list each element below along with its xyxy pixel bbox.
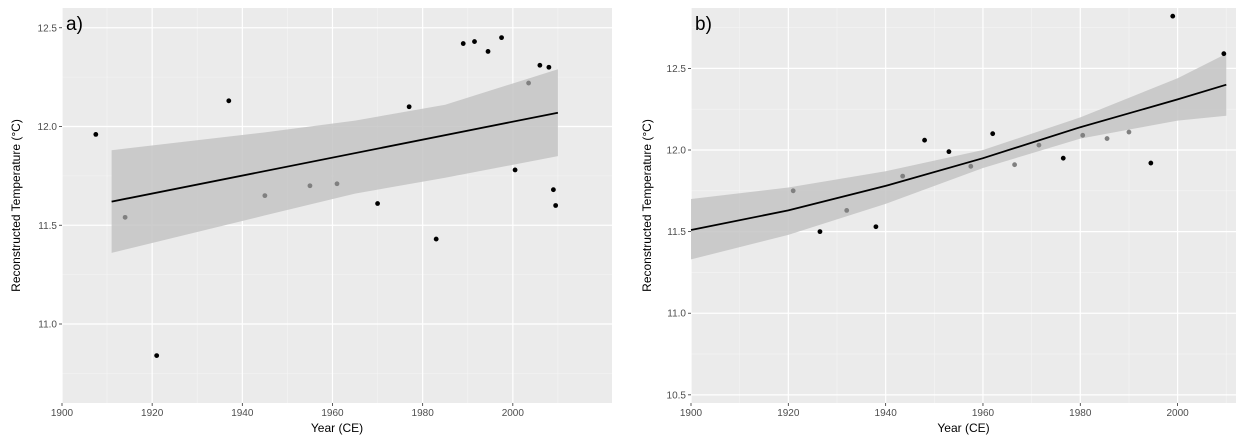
data-point — [122, 214, 128, 220]
data-point — [968, 163, 974, 169]
data-point — [499, 35, 504, 41]
data-point — [154, 353, 160, 358]
y-tick-label: 12.0 — [38, 122, 58, 133]
x-tick-label: 1940 — [875, 408, 898, 419]
x-axis-title: Year (CE) — [311, 421, 363, 435]
data-point — [1036, 142, 1042, 148]
data-point — [922, 137, 927, 143]
x-tick-label: 1980 — [412, 408, 435, 419]
y-tick-label: 11.0 — [38, 320, 57, 331]
x-tick-label: 2000 — [1166, 408, 1189, 419]
data-point — [334, 181, 340, 187]
data-point — [553, 203, 559, 208]
fit-line — [690, 83, 1227, 231]
data-point — [307, 183, 313, 189]
data-point — [526, 80, 531, 86]
panel-label: b) — [695, 14, 712, 35]
panel-label: a) — [66, 14, 83, 35]
data-point — [790, 188, 796, 194]
data-point — [537, 62, 543, 68]
data-point — [226, 98, 232, 104]
data-point — [1104, 136, 1110, 141]
data-point — [817, 229, 823, 235]
y-tick-label: 11.5 — [667, 227, 686, 238]
y-axis-title: Reconstructed Temperature (°C) — [9, 119, 23, 292]
data-point — [946, 149, 952, 155]
x-axis-title: Year (CE) — [937, 421, 989, 435]
data-point — [873, 224, 879, 230]
x-tick-label: 1960 — [321, 408, 344, 419]
data-point — [262, 193, 268, 199]
data-point — [93, 132, 99, 137]
fit-line — [111, 111, 559, 203]
data-point — [1148, 160, 1154, 166]
x-tick-label: 1900 — [680, 408, 703, 419]
y-tick-label: 10.5 — [667, 390, 687, 401]
data-point — [460, 41, 466, 46]
data-point — [485, 49, 491, 54]
data-point — [900, 173, 906, 179]
confidence-band — [111, 69, 558, 253]
data-point — [1012, 162, 1017, 168]
data-point — [1126, 129, 1132, 135]
x-tick-label: 1920 — [777, 408, 800, 419]
y-axis-title: Reconstructed Temperature (°C) — [640, 119, 654, 292]
data-point — [550, 187, 556, 193]
data-point — [472, 39, 477, 44]
y-tick-label: 12.5 — [38, 23, 58, 34]
x-tick-label: 1980 — [1069, 408, 1092, 419]
x-tick-label: 1960 — [972, 408, 995, 419]
data-point — [375, 201, 380, 206]
data-point — [546, 64, 552, 70]
data-point — [1170, 13, 1176, 19]
data-point — [844, 207, 850, 213]
y-tick-label: 12.5 — [667, 64, 687, 75]
y-tick-label: 11.5 — [38, 221, 57, 232]
data-point — [1080, 132, 1086, 138]
x-tick-label: 1900 — [51, 408, 74, 419]
data-point — [512, 167, 518, 173]
x-tick-label: 1940 — [231, 408, 254, 419]
data-point — [406, 104, 412, 110]
x-tick-label: 2000 — [502, 408, 525, 419]
y-tick-label: 11.0 — [667, 309, 686, 320]
data-point — [433, 236, 439, 242]
y-tick-label: 12.0 — [667, 146, 687, 157]
confidence-band — [691, 53, 1227, 260]
data-point — [1060, 155, 1066, 161]
chart-a: 11.0 11.5 12.0 12.5 1900 1920 1940 1960 1980 2000… — [9, 8, 612, 435]
data-point — [990, 131, 996, 137]
chart-b: 10.5 11.0 11.5 12.0 12.5 1900 1920 1940 1960 1980… — [640, 8, 1236, 435]
data-point — [1221, 51, 1227, 57]
x-tick-label: 1920 — [141, 408, 164, 419]
